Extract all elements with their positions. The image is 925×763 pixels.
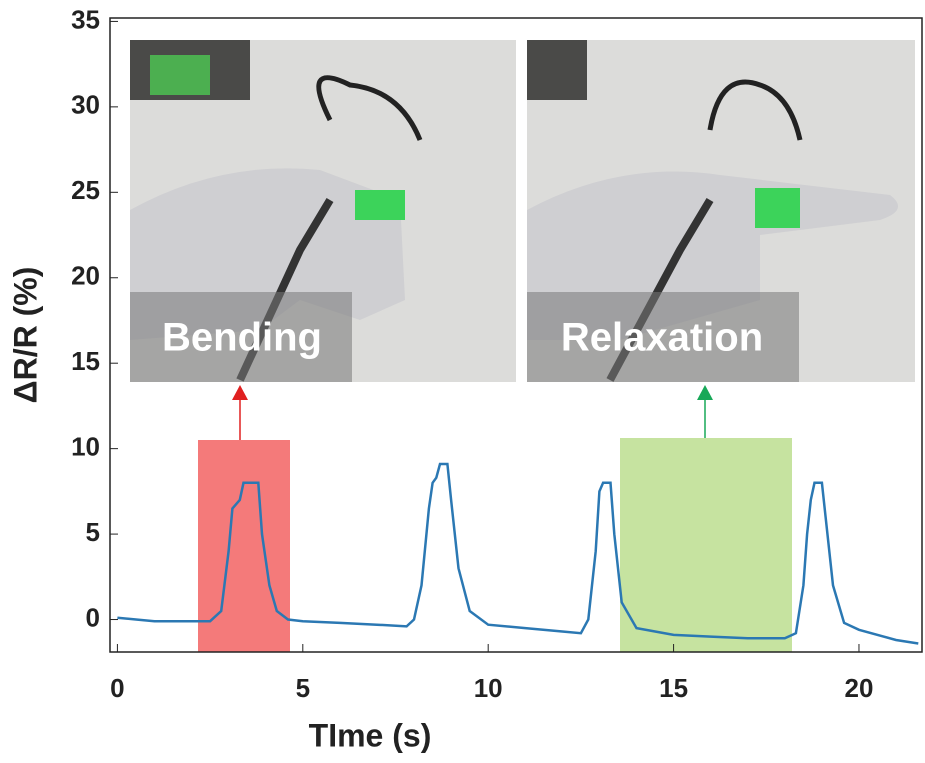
x-axis-label: TIme (s) xyxy=(309,717,432,753)
y-tick-label: 5 xyxy=(86,517,100,547)
relaxation-label: Relaxation xyxy=(561,316,763,360)
relaxation-highlight xyxy=(620,438,792,652)
x-tick-label: 0 xyxy=(110,673,124,703)
photo-bending xyxy=(130,40,516,382)
y-tick-label: 25 xyxy=(71,175,100,205)
x-tick-label: 10 xyxy=(474,673,503,703)
y-tick-label: 0 xyxy=(86,602,100,632)
x-tick-label: 20 xyxy=(845,673,874,703)
y-tick-label: 30 xyxy=(71,90,100,120)
x-tick-label: 5 xyxy=(296,673,310,703)
x-tick-label: 15 xyxy=(659,673,688,703)
y-tick-label: 35 xyxy=(71,4,100,34)
y-tick-label: 15 xyxy=(71,346,100,376)
axes-frame xyxy=(109,17,923,653)
y-axis-label: ΔR/R (%) xyxy=(7,267,43,404)
data-line xyxy=(117,462,919,645)
arrows xyxy=(232,385,713,440)
photo-relaxation xyxy=(527,40,915,382)
y-tick-label: 10 xyxy=(71,432,100,462)
y-tick-label: 20 xyxy=(71,261,100,291)
bending-label: Bending xyxy=(162,316,322,360)
